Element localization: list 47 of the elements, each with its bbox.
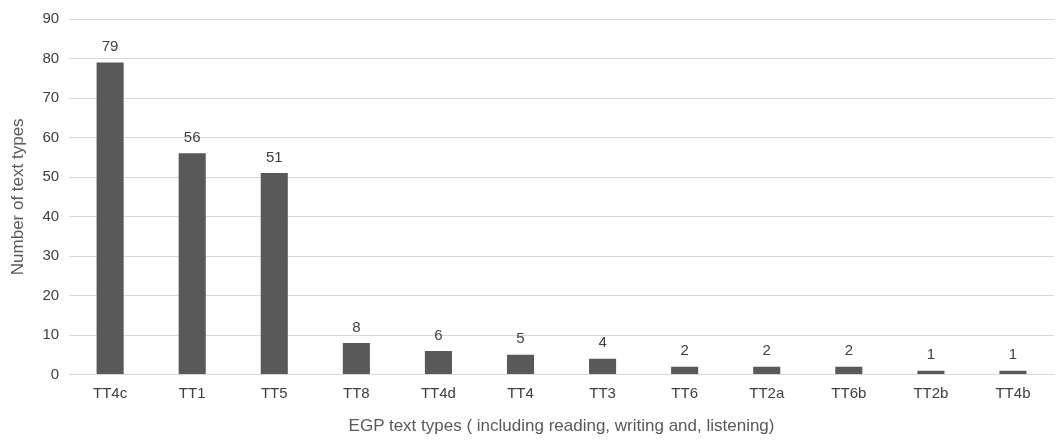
x-tick-label: TT1	[178, 383, 206, 401]
data-label: 1	[926, 345, 936, 363]
y-tick-label: 10	[42, 325, 60, 343]
bar	[835, 366, 863, 375]
bar	[342, 342, 370, 375]
y-tick-label: 80	[42, 48, 60, 66]
x-tick-label: TT6	[671, 383, 698, 401]
bar	[260, 173, 288, 375]
bar	[506, 354, 535, 375]
data-label: 8	[352, 317, 361, 335]
data-label: 51	[265, 147, 283, 165]
bar	[753, 366, 781, 375]
data-label: 2	[844, 341, 853, 359]
x-tick-label: TT4c	[93, 383, 128, 401]
y-tick-label: 20	[42, 285, 60, 303]
bar	[589, 358, 617, 375]
y-tick-label: 90	[42, 9, 60, 27]
bar	[178, 153, 206, 375]
x-tick-label: TT4d	[420, 383, 456, 401]
data-label: 5	[516, 329, 525, 347]
y-tick-label: 40	[42, 206, 60, 224]
y-tick-label: 0	[50, 364, 60, 382]
data-label: 1	[1008, 345, 1018, 363]
y-axis-title: Number of text types	[7, 118, 27, 276]
x-axis-title: EGP text types ( including reading, writing and, listening)	[348, 416, 775, 436]
data-label: 4	[598, 333, 607, 351]
data-label: 2	[762, 341, 771, 359]
x-tick-label: TT8	[343, 383, 370, 401]
x-tick-label: TT2a	[749, 383, 785, 401]
y-tick-label: 50	[42, 167, 60, 185]
y-tick-label: 70	[42, 88, 60, 106]
data-label: 6	[434, 325, 443, 343]
x-tick-label: TT4b	[995, 383, 1031, 401]
y-tick-label: 60	[42, 127, 60, 145]
bar	[424, 350, 452, 375]
y-tick-label: 30	[42, 246, 60, 264]
x-tick-label: TT3	[589, 383, 616, 401]
data-label: 79	[101, 37, 119, 55]
data-label: 2	[680, 341, 689, 359]
bar	[999, 370, 1027, 375]
x-tick-label: TT6b	[831, 383, 867, 401]
x-tick-label: TT4	[507, 383, 534, 401]
bar	[96, 62, 124, 375]
x-tick-label: TT5	[260, 383, 288, 401]
x-tick-label: TT2b	[913, 383, 949, 401]
data-label: 56	[183, 127, 201, 145]
bar	[671, 366, 699, 375]
